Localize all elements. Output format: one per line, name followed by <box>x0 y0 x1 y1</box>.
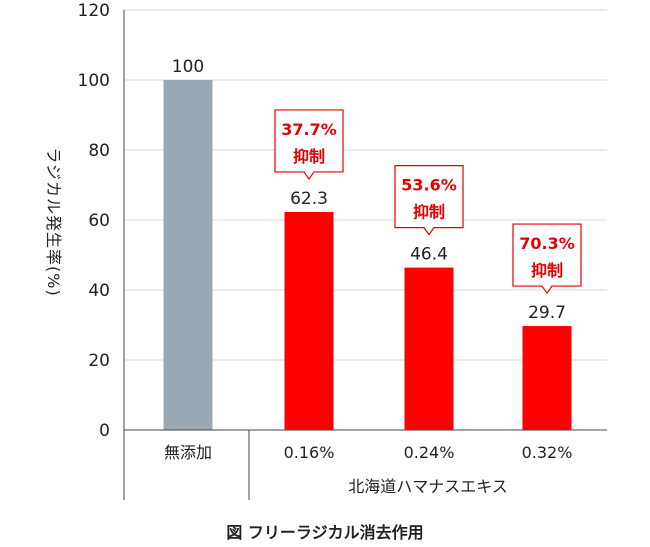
callout-box <box>512 223 582 295</box>
y-tick-label: 60 <box>88 211 110 231</box>
y-tick-label: 100 <box>78 71 110 91</box>
y-tick-label: 20 <box>88 351 110 371</box>
callout-box <box>274 109 344 180</box>
callout-suppression: 抑制 <box>413 203 445 222</box>
y-tick-label: 40 <box>88 281 110 301</box>
callout-percent: 53.6% <box>401 176 457 195</box>
y-tick-label: 0 <box>99 421 110 441</box>
callout-suppression: 抑制 <box>531 261 563 280</box>
y-axis-label: ラジカル発生率(%) <box>44 147 63 296</box>
data-label: 100 <box>172 57 204 77</box>
y-tick-label: 120 <box>78 1 110 21</box>
data-label: 46.4 <box>410 245 448 265</box>
bar-treatment-3 <box>522 326 572 430</box>
bar-treatment-2 <box>404 267 454 430</box>
y-tick-label: 80 <box>88 141 110 161</box>
data-label: 29.7 <box>528 303 566 323</box>
y-tick-labels: 0 20 40 60 80 100 120 <box>78 1 110 441</box>
group-label: 北海道ハマナスエキス <box>348 477 508 496</box>
callout-suppression: 抑制 <box>293 147 325 166</box>
category-label: 0.32% <box>522 443 573 462</box>
chart-title: 図 フリーラジカル消去作用 <box>226 523 424 542</box>
category-label: 0.16% <box>284 443 335 462</box>
callout-percent: 70.3% <box>519 234 575 253</box>
category-labels: 無添加 0.16% 0.24% 0.32% <box>164 443 572 462</box>
category-label: 0.24% <box>404 443 455 462</box>
data-label: 62.3 <box>290 189 328 209</box>
callouts: 37.7% 抑制 53.6% 抑制 70.3% 抑制 <box>274 109 582 295</box>
axes <box>123 10 607 500</box>
data-labels: 100 62.3 46.4 29.7 <box>172 57 566 323</box>
callout-percent: 37.7% <box>281 120 337 139</box>
callout-box <box>394 165 464 236</box>
bar-control <box>163 80 213 430</box>
bar-treatment-1 <box>284 211 334 430</box>
bars <box>163 80 572 430</box>
category-label: 無添加 <box>164 443 212 462</box>
